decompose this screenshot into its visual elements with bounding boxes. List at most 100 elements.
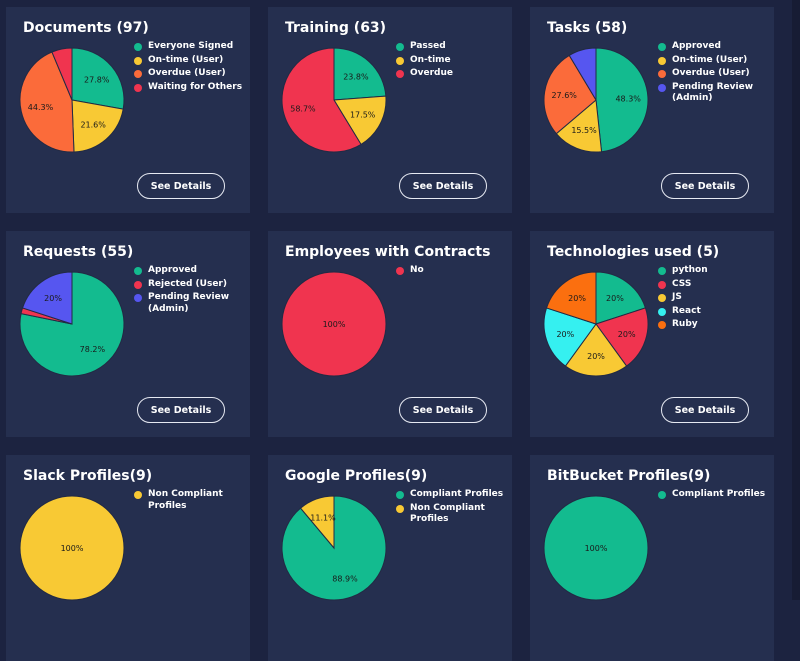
legend-item[interactable]: Passed (396, 41, 508, 53)
pie-slice[interactable] (545, 271, 597, 325)
legend-item[interactable]: Non Compliant Profiles (134, 489, 246, 512)
see-details-button[interactable]: See Details (137, 173, 225, 199)
pie-slice[interactable] (71, 99, 124, 153)
legend-item[interactable]: No (396, 265, 508, 277)
card-title: Tasks (58) (547, 20, 628, 36)
slice-label: 100% (61, 544, 84, 553)
pie-slice[interactable] (71, 47, 125, 110)
legend-dot-icon (658, 294, 666, 302)
legend-label: On-time (User) (672, 54, 748, 65)
see-details-button[interactable]: See Details (399, 397, 487, 423)
pie-slice[interactable] (51, 47, 73, 101)
card-slack-profiles: Slack Profiles(9) 100% Non Compliant Pro… (6, 455, 250, 661)
legend-item[interactable]: Approved (134, 265, 246, 277)
legend-item[interactable]: Compliant Profiles (396, 489, 508, 501)
legend-dot-icon (658, 491, 666, 499)
legend-label: On-time (User) (148, 54, 224, 65)
legend-item[interactable]: CSS (658, 279, 770, 291)
legend-item[interactable]: Approved (658, 41, 770, 53)
pie-slice[interactable] (333, 95, 387, 146)
card-tasks: Tasks (58) 48.3% 15.5% 27.6% Approved On-ti… (530, 7, 774, 213)
legend-item[interactable]: Overdue (User) (134, 68, 246, 80)
card-documents: Documents (97) 27.8% 21.6% 44.3% Everyone … (6, 7, 250, 213)
card-technologies: Technologies used (5) 20% 20% 20% 20% 20% py… (530, 231, 774, 437)
see-details-button[interactable]: See Details (661, 173, 749, 199)
legend-dot-icon (396, 70, 404, 78)
slice-label: 20% (606, 294, 624, 303)
legend-dot-icon (658, 83, 666, 92)
see-details-button[interactable]: See Details (661, 397, 749, 423)
legend-label: CSS (672, 278, 692, 289)
legend-item[interactable]: Overdue (396, 68, 508, 80)
legend-item[interactable]: On-time (User) (658, 55, 770, 67)
pie-slice[interactable] (595, 271, 647, 325)
legend: Non Compliant Profiles (134, 489, 246, 514)
pie-chart: 20% 20% 20% 20% 20% (543, 271, 649, 377)
legend-label: Approved (672, 41, 721, 51)
pie-slice[interactable] (281, 271, 387, 377)
legend-item[interactable]: Non Compliant Profiles (396, 503, 508, 526)
legend-label: Waiting for Others (148, 81, 243, 92)
legend-item[interactable]: On-time (User) (134, 55, 246, 67)
pie-chart: 48.3% 15.5% 27.6% (543, 47, 649, 153)
pie-slice[interactable] (568, 47, 597, 102)
card-bitbucket-profiles: BitBucket Profiles(9) 100% Compliant Pro… (530, 455, 774, 661)
legend-item[interactable]: Pending Review (Admin) (134, 292, 246, 315)
right-edge (792, 0, 800, 600)
legend-item[interactable]: Ruby (658, 319, 770, 331)
see-details-button[interactable]: See Details (137, 397, 225, 423)
legend-label: Pending Review (Admin) (672, 81, 754, 104)
legend-dot-icon (134, 83, 142, 92)
pie-slice[interactable] (595, 307, 649, 367)
pie-chart: 27.8% 21.6% 44.3% (19, 47, 125, 153)
legend-label: Non Compliant Profiles (410, 502, 485, 525)
pie-slice[interactable] (564, 323, 628, 377)
legend-label: Passed (410, 41, 446, 51)
legend-dot-icon (658, 280, 666, 289)
pie-slice[interactable] (19, 271, 125, 377)
legend: Compliant Profiles Non Compliant Profiles (396, 489, 508, 528)
legend-item[interactable]: python (658, 265, 770, 277)
legend-item[interactable]: On-time (396, 55, 508, 67)
card-title: Technologies used (5) (547, 244, 720, 260)
pie-slice[interactable] (299, 495, 335, 550)
legend-item[interactable]: Compliant Profiles (658, 489, 770, 501)
pie-slice[interactable] (281, 47, 362, 153)
legend-item[interactable]: JS (658, 292, 770, 304)
legend-item[interactable]: Overdue (User) (658, 68, 770, 80)
see-details-button[interactable]: See Details (399, 173, 487, 199)
legend-item[interactable]: Rejected (User) (134, 279, 246, 291)
pie-slice[interactable] (19, 51, 75, 153)
legend-label: Overdue (410, 68, 454, 78)
card-title: Training (63) (285, 20, 387, 36)
legend-label: python (672, 265, 708, 275)
slice-label: 100% (585, 544, 608, 553)
legend-item[interactable]: Waiting for Others (134, 82, 246, 94)
card-title: BitBucket Profiles(9) (547, 468, 711, 484)
pie-chart: 100% (19, 495, 125, 601)
legend-label: No (410, 265, 424, 275)
pie-slice[interactable] (21, 271, 73, 325)
legend-item[interactable]: Everyone Signed (134, 41, 246, 53)
legend-dot-icon (134, 70, 142, 78)
card-title: Employees with Contracts (285, 244, 491, 260)
pie-slice[interactable] (595, 47, 649, 153)
pie-slice[interactable] (333, 47, 387, 101)
slice-label: 20% (44, 294, 62, 303)
slice-label: 20% (587, 352, 605, 361)
legend-label: Overdue (User) (672, 68, 750, 78)
pie-slice[interactable] (543, 54, 597, 135)
slice-label: 58.7% (290, 105, 316, 114)
card-title: Google Profiles(9) (285, 468, 428, 484)
slice-label: 100% (323, 320, 346, 329)
legend-item[interactable]: React (658, 306, 770, 318)
legend-item[interactable]: Pending Review (Admin) (658, 82, 770, 105)
legend-label: React (672, 305, 701, 316)
legend-dot-icon (658, 43, 666, 51)
legend-dot-icon (396, 491, 404, 499)
pie-slice[interactable] (555, 99, 603, 153)
slice-label: 21.6% (80, 120, 106, 129)
card-google-profiles: Google Profiles(9) 88.9% 11.1% Compliant … (268, 455, 512, 661)
pie-slice[interactable] (543, 307, 597, 367)
legend-dot-icon (396, 56, 404, 65)
